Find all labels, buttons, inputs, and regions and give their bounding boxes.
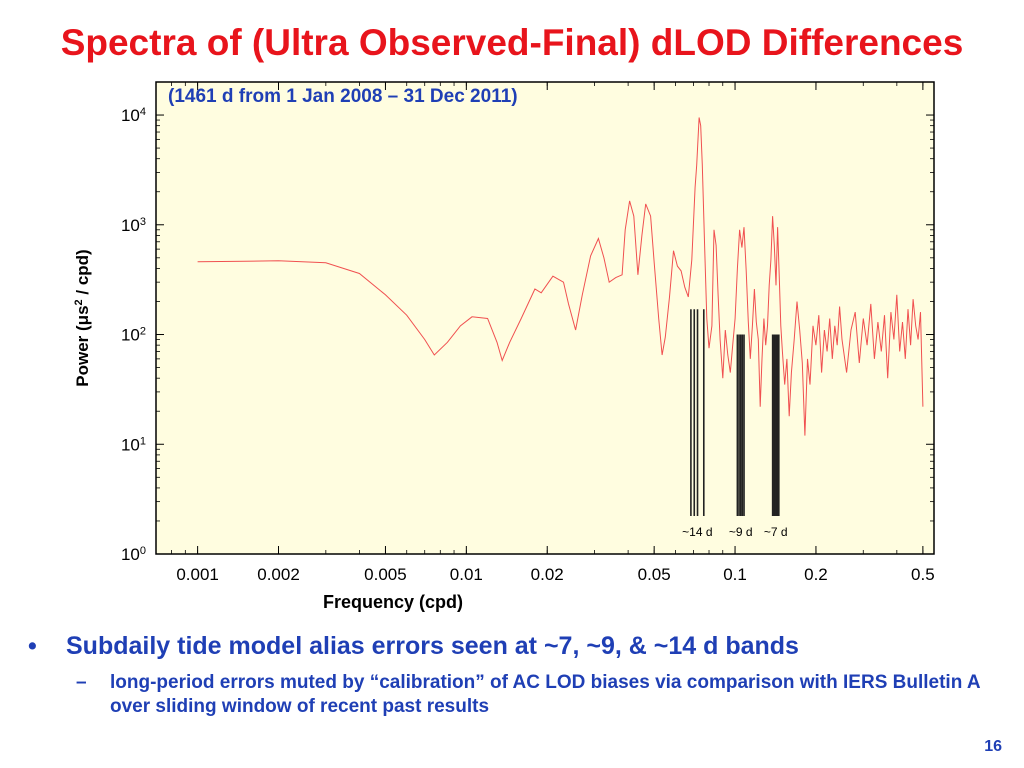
alias-band-label: ~14 d — [682, 525, 712, 539]
spectrum-chart: ~14 d ~9 d ~7 d 0.001 0.002 0.005 0.01 0.02 0.0… — [73, 81, 935, 612]
bullet-list: • Subdaily tide model alias errors seen … — [28, 632, 1008, 719]
alias-band-label: ~7 d — [764, 525, 788, 539]
plot-background — [156, 82, 934, 554]
x-tick-labels: 0.001 0.002 0.005 0.01 0.02 0.05 0.1 0.2 0.5 — [176, 565, 934, 584]
y-tick-label: 100 — [121, 545, 146, 564]
x-tick-label: 0.2 — [804, 565, 828, 584]
bullet-marker: • — [28, 632, 37, 660]
slide-title: Spectra of (Ultra Observed-Final) dLOD D… — [60, 22, 964, 63]
sub-bullet-marker: – — [76, 672, 87, 693]
x-tick-label: 0.5 — [911, 565, 935, 584]
y-tick-label: 101 — [121, 435, 146, 454]
y-axis-label: Power (μs2 / cpd) — [73, 249, 92, 386]
page-number: 16 — [984, 738, 1002, 755]
x-tick-label: 0.01 — [450, 565, 483, 584]
y-tick-label: 104 — [121, 106, 146, 125]
alias-band-label: ~9 d — [729, 525, 753, 539]
alias-bands: ~14 d ~9 d ~7 d — [682, 309, 788, 539]
x-tick-label: 0.05 — [638, 565, 671, 584]
x-axis-label: Frequency (cpd) — [323, 592, 463, 612]
y-tick-labels: 100 101 102 103 104 — [121, 106, 146, 564]
y-tick-label: 102 — [121, 326, 146, 345]
chart-subtitle: (1461 d from 1 Jan 2008 – 31 Dec 2011) — [168, 86, 518, 107]
x-tick-label: 0.001 — [176, 565, 219, 584]
x-tick-label: 0.1 — [723, 565, 747, 584]
bullet-text-main: Subdaily tide model alias errors seen at… — [66, 632, 799, 660]
bullet-item-sub: – long-period errors muted by “calibrati… — [76, 671, 1008, 719]
plot-frame — [155, 81, 935, 555]
x-tick-label: 0.002 — [257, 565, 300, 584]
chart-container: ~14 d ~9 d ~7 d 0.001 0.002 0.005 0.01 0.02 0.0… — [60, 78, 960, 618]
y-tick-label: 103 — [121, 216, 146, 235]
bullet-text-sub: long-period errors muted by “calibration… — [110, 672, 980, 717]
x-tick-label: 0.005 — [364, 565, 407, 584]
bullet-item-main: • Subdaily tide model alias errors seen … — [28, 632, 1008, 661]
series-line-power — [197, 117, 924, 436]
x-tick-label: 0.02 — [531, 565, 564, 584]
